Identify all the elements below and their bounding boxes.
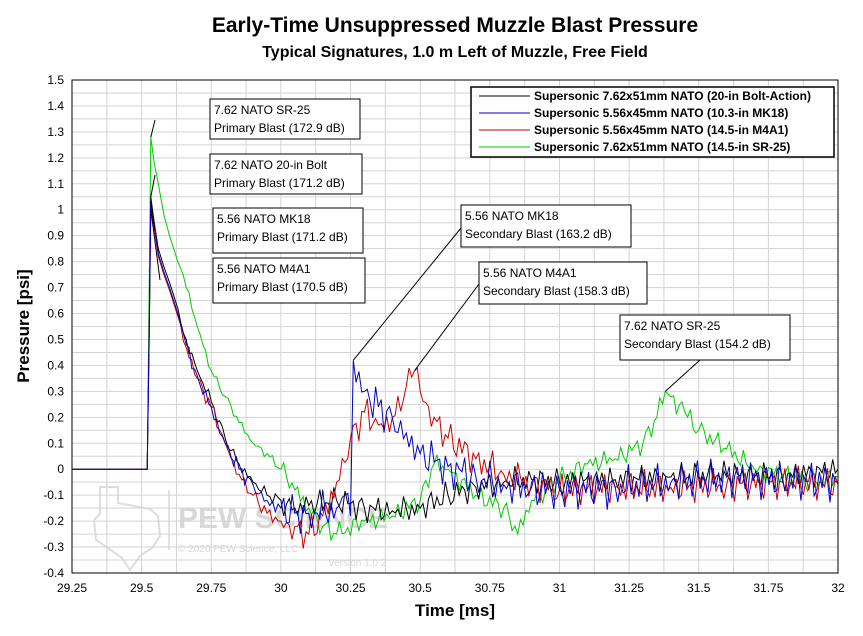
texas-logo-icon xyxy=(92,486,162,572)
callout-title: 5.56 NATO MK18 xyxy=(217,212,311,226)
callout-box xyxy=(460,204,632,248)
legend-item: Supersonic 7.62x51mm NATO (20-in Bolt-Ac… xyxy=(479,89,811,103)
annotation-callout: 7.62 NATO SR-25 Secondary Blast (154.2 dB… xyxy=(619,314,791,392)
leader-line xyxy=(150,209,161,281)
chart-title: Early-Time Unsuppressed Muzzle Blast Pre… xyxy=(212,14,698,37)
x-tick-label: 29.75 xyxy=(196,581,226,595)
plot-frame xyxy=(71,79,839,574)
y-tick-label: 0.8 xyxy=(47,255,64,269)
y-tick-label: -0.3 xyxy=(43,540,64,554)
x-tick-label: 30.25 xyxy=(336,581,366,595)
callout-title: 5.56 NATO M4A1 xyxy=(483,266,577,280)
x-tick-label: 31.25 xyxy=(614,581,644,595)
series-line xyxy=(72,137,839,541)
callout-title: 7.62 NATO 20-in Bolt xyxy=(214,158,328,172)
y-tick-label: 0.9 xyxy=(47,229,64,243)
x-tick-label: 31.75 xyxy=(753,581,783,595)
series-layer xyxy=(72,137,839,549)
series-line xyxy=(72,201,839,534)
callout-detail: Secondary Blast (154.2 dB) xyxy=(624,337,771,351)
callout-box xyxy=(619,314,791,361)
callout-title: 7.62 NATO SR-25 xyxy=(624,319,721,333)
x-tick-label: 30.5 xyxy=(409,581,433,595)
callout-title: 5.56 NATO MK18 xyxy=(465,209,559,223)
annotation-callout: 7.62 NATO 20-in Bolt Primary Blast (171.2… xyxy=(150,153,363,197)
series-line xyxy=(72,209,839,549)
legend-box xyxy=(470,86,835,158)
leader-line xyxy=(352,227,462,361)
y-tick-label: 1 xyxy=(57,203,64,217)
legend-label: Supersonic 5.56x45mm NATO (14.5-in M4A1) xyxy=(534,123,788,137)
x-tick-label: 31 xyxy=(553,581,567,595)
y-tick-label: 1.1 xyxy=(47,177,64,191)
y-axis-title: Pressure [psi] xyxy=(14,269,33,382)
annotation-callout: 5.56 NATO MK18 Secondary Blast (163.2 dB) xyxy=(352,204,632,361)
callout-title: 5.56 NATO M4A1 xyxy=(217,262,311,276)
annotation-callout: 5.56 NATO M4A1 Primary Blast (170.5 dB) xyxy=(150,209,366,304)
callout-detail: Secondary Blast (163.2 dB) xyxy=(465,227,612,241)
leader-line xyxy=(150,201,156,231)
callout-detail: Secondary Blast (158.3 dB) xyxy=(483,284,630,298)
watermark-divider xyxy=(168,490,170,550)
series-line xyxy=(72,196,839,523)
callout-detail: Primary Blast (172.9 dB) xyxy=(214,121,345,135)
legend-label: Supersonic 5.56x45mm NATO (10.3-in MK18) xyxy=(534,106,788,120)
callout-title: 7.62 NATO SR-25 xyxy=(214,103,311,117)
callout-box xyxy=(478,261,648,305)
y-tick-label: 0 xyxy=(57,462,64,476)
legend-item: Supersonic 5.56x45mm NATO (10.3-in MK18) xyxy=(479,106,788,120)
x-axis-title: Time [ms] xyxy=(415,601,495,620)
y-tick-label: 0.6 xyxy=(47,307,64,321)
x-tick-label: 31.5 xyxy=(687,581,711,595)
leader-line xyxy=(150,174,156,197)
callout-box xyxy=(212,207,364,254)
leader-line xyxy=(414,283,480,371)
callout-box xyxy=(212,257,366,304)
legend-item: Supersonic 7.62x51mm NATO (14.5-in SR-25… xyxy=(479,140,790,154)
y-tick-label: 0.1 xyxy=(47,436,64,450)
legend: Supersonic 7.62x51mm NATO (20-in Bolt-Ac… xyxy=(470,86,835,158)
watermark-version: Version 1.0.2 xyxy=(328,558,387,569)
y-tick-label: 0.4 xyxy=(47,358,64,372)
y-tick-label: 0.5 xyxy=(47,332,64,346)
x-tick-label: 29.25 xyxy=(57,581,87,595)
y-tick-label: -0.1 xyxy=(43,488,64,502)
annotation-callout: 5.56 NATO MK18 Primary Blast (171.2 dB) xyxy=(150,201,364,254)
y-tick-label: 0.7 xyxy=(47,281,64,295)
leader-line xyxy=(150,119,156,138)
callout-detail: Primary Blast (170.5 dB) xyxy=(217,280,348,294)
y-tick-label: 1.5 xyxy=(47,73,64,87)
watermark-copyright: © 2020 PEW Science, LLC xyxy=(178,544,298,555)
callout-detail: Primary Blast (171.2 dB) xyxy=(214,176,345,190)
y-tick-label: 1.4 xyxy=(47,99,64,113)
annotation-callout: 7.62 NATO SR-25 Primary Blast (172.9 dB) xyxy=(150,98,361,140)
x-tick-label: 32 xyxy=(831,581,845,595)
axis-ticks: 29.25 29.5 29.75 30 30.25 30.5 30.75 31 31.25 31.… xyxy=(43,73,845,595)
y-tick-label: -0.2 xyxy=(43,514,64,528)
y-tick-label: 1.2 xyxy=(47,151,64,165)
callout-box xyxy=(209,153,363,195)
annotation-callout: 5.56 NATO M4A1 Secondary Blast (158.3 dB) xyxy=(414,261,648,371)
leader-line xyxy=(664,359,701,392)
legend-item: Supersonic 5.56x45mm NATO (14.5-in M4A1) xyxy=(479,123,788,137)
legend-label: Supersonic 7.62x51mm NATO (20-in Bolt-Ac… xyxy=(534,89,811,103)
callout-detail: Primary Blast (171.2 dB) xyxy=(217,230,348,244)
y-tick-label: 0.3 xyxy=(47,384,64,398)
x-tick-label: 30.75 xyxy=(475,581,505,595)
legend-label: Supersonic 7.62x51mm NATO (14.5-in SR-25… xyxy=(534,140,790,154)
x-tick-label: 29.5 xyxy=(130,581,154,595)
x-tick-label: 30 xyxy=(274,581,288,595)
y-tick-label: -0.4 xyxy=(43,566,64,580)
y-tick-label: 1.3 xyxy=(47,125,64,139)
chart-subtitle: Typical Signatures, 1.0 m Left of Muzzle… xyxy=(262,44,648,61)
y-tick-label: 0.2 xyxy=(47,410,64,424)
callout-box xyxy=(209,98,361,140)
